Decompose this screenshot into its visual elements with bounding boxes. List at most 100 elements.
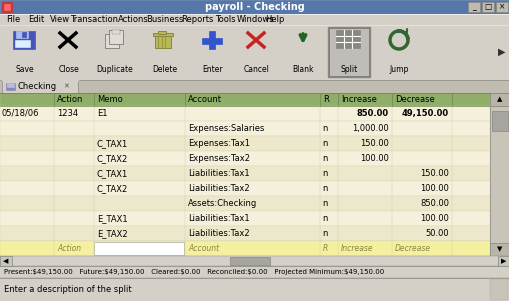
Text: 850.00: 850.00 bbox=[356, 109, 388, 118]
Text: C_TAX2: C_TAX2 bbox=[97, 154, 128, 163]
Bar bbox=[0, 241, 489, 256]
Text: File: File bbox=[6, 15, 20, 24]
Text: Business: Business bbox=[146, 15, 183, 24]
Text: Action: Action bbox=[57, 95, 83, 104]
Text: n: n bbox=[321, 124, 327, 133]
Text: Increase: Increase bbox=[341, 244, 373, 253]
Bar bbox=[0, 278, 509, 301]
Text: Expenses:Tax2: Expenses:Tax2 bbox=[188, 154, 249, 163]
Text: Liabilities:Tax1: Liabilities:Tax1 bbox=[188, 214, 249, 223]
Bar bbox=[22, 32, 26, 37]
Bar bbox=[13, 31, 35, 49]
Bar bbox=[7, 83, 14, 87]
Bar bbox=[209, 31, 215, 49]
Text: n: n bbox=[321, 214, 327, 223]
Bar bbox=[158, 31, 165, 34]
Bar bbox=[0, 0, 509, 14]
Text: 850.00: 850.00 bbox=[419, 199, 448, 208]
Bar bbox=[94, 27, 136, 77]
Text: Save: Save bbox=[16, 66, 34, 75]
Bar bbox=[467, 2, 479, 12]
Bar bbox=[48, 27, 90, 77]
Text: Reports: Reports bbox=[181, 15, 213, 24]
Text: E_TAX2: E_TAX2 bbox=[97, 229, 127, 238]
Text: _: _ bbox=[471, 2, 475, 11]
Bar bbox=[0, 196, 489, 211]
Text: Close: Close bbox=[59, 66, 79, 75]
Bar bbox=[491, 111, 507, 131]
Text: 05/18/06: 05/18/06 bbox=[2, 109, 39, 118]
Bar bbox=[0, 166, 489, 181]
Text: □: □ bbox=[484, 2, 491, 11]
Text: 150.00: 150.00 bbox=[419, 169, 448, 178]
Bar bbox=[0, 266, 509, 278]
Text: Cancel: Cancel bbox=[244, 66, 269, 75]
Text: ×: × bbox=[498, 2, 504, 11]
Bar bbox=[236, 27, 277, 77]
Text: Blank: Blank bbox=[292, 66, 313, 75]
Bar bbox=[495, 2, 507, 12]
Text: ▲: ▲ bbox=[496, 97, 502, 103]
Text: Checking: Checking bbox=[18, 82, 57, 91]
Text: C_TAX2: C_TAX2 bbox=[97, 184, 128, 193]
Text: Increase: Increase bbox=[341, 95, 376, 104]
Bar bbox=[191, 27, 234, 77]
Text: n: n bbox=[321, 139, 327, 148]
Bar bbox=[281, 27, 323, 77]
Bar bbox=[0, 106, 489, 121]
Text: 150.00: 150.00 bbox=[359, 139, 388, 148]
Bar bbox=[202, 38, 221, 44]
Text: 1,000.00: 1,000.00 bbox=[352, 124, 388, 133]
Text: Duplicate: Duplicate bbox=[96, 66, 133, 75]
Bar bbox=[16, 31, 28, 38]
Text: View: View bbox=[50, 15, 70, 24]
Bar bbox=[0, 256, 509, 266]
Text: Expenses:Salaries: Expenses:Salaries bbox=[188, 124, 264, 133]
Text: ◀: ◀ bbox=[3, 258, 9, 264]
Text: Edit: Edit bbox=[28, 15, 44, 24]
Bar bbox=[2, 2, 12, 12]
Text: Enter a description of the split: Enter a description of the split bbox=[4, 285, 131, 294]
Bar bbox=[328, 28, 369, 76]
Text: C_TAX1: C_TAX1 bbox=[97, 139, 128, 148]
Bar bbox=[0, 151, 489, 166]
Text: E1: E1 bbox=[97, 109, 107, 118]
Text: Expenses:Tax1: Expenses:Tax1 bbox=[188, 139, 249, 148]
Text: Account: Account bbox=[188, 95, 221, 104]
Bar bbox=[489, 106, 509, 256]
Text: Delete: Delete bbox=[152, 66, 177, 75]
Bar bbox=[109, 30, 123, 44]
Text: n: n bbox=[321, 169, 327, 178]
Text: Split: Split bbox=[340, 66, 357, 75]
Bar bbox=[481, 2, 493, 12]
Text: Liabilities:Tax2: Liabilities:Tax2 bbox=[188, 229, 249, 238]
Text: Decrease: Decrease bbox=[394, 244, 430, 253]
Text: ▶: ▶ bbox=[497, 47, 505, 57]
Bar bbox=[2, 80, 78, 93]
Text: Transaction: Transaction bbox=[70, 15, 118, 24]
Bar bbox=[0, 211, 489, 226]
Text: Jump: Jump bbox=[388, 66, 408, 75]
Bar bbox=[489, 279, 507, 300]
Text: n: n bbox=[321, 199, 327, 208]
Text: 49,150.00: 49,150.00 bbox=[401, 109, 448, 118]
Text: Help: Help bbox=[265, 15, 284, 24]
Bar bbox=[0, 25, 509, 80]
Text: ✕: ✕ bbox=[63, 83, 69, 89]
Bar bbox=[0, 256, 12, 266]
Text: ▶: ▶ bbox=[500, 258, 506, 264]
Bar bbox=[4, 27, 46, 77]
Bar bbox=[155, 35, 171, 48]
Bar bbox=[112, 30, 120, 34]
Bar bbox=[0, 80, 509, 93]
Bar bbox=[0, 181, 489, 196]
Text: C_TAX1: C_TAX1 bbox=[97, 169, 128, 178]
Text: Liabilities:Tax1: Liabilities:Tax1 bbox=[188, 169, 249, 178]
Bar bbox=[0, 136, 489, 151]
Bar bbox=[94, 242, 184, 255]
Bar bbox=[230, 257, 269, 265]
Bar bbox=[335, 30, 359, 48]
Bar bbox=[0, 241, 489, 256]
Bar bbox=[489, 243, 509, 256]
Text: Present:$49,150.00   Future:$49,150.00   Cleared:$0.00   Reconciled:$0.00   Proj: Present:$49,150.00 Future:$49,150.00 Cle… bbox=[4, 269, 383, 275]
